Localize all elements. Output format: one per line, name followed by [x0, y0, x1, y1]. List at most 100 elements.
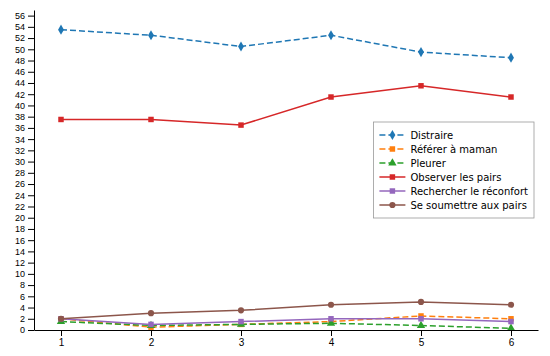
y-tick-label: 30 — [15, 157, 25, 167]
series-point — [58, 117, 63, 122]
y-tick-label: 6 — [20, 292, 25, 302]
legend-label: Observer les pairs — [410, 172, 501, 183]
y-tick-mark — [28, 195, 34, 196]
y-tick-label: 24 — [15, 191, 25, 201]
y-tick-mark — [28, 83, 34, 84]
x-tick: 4 — [329, 330, 335, 348]
x-tick-mark — [151, 330, 152, 336]
y-tick: 34 — [15, 135, 34, 145]
series-point — [328, 30, 334, 40]
x-tick: 1 — [59, 330, 65, 348]
y-tick-label: 18 — [15, 224, 25, 234]
series-point — [58, 316, 63, 321]
y-tick: 46 — [15, 67, 34, 77]
y-tick: 54 — [15, 22, 34, 32]
x-tick-mark — [241, 330, 242, 336]
y-tick: 30 — [15, 157, 34, 167]
plot: 1234560246810121416182022242628303234363… — [15, 11, 539, 349]
y-tick-label: 32 — [15, 146, 25, 156]
legend-marker — [389, 202, 395, 208]
y-tick-label: 54 — [15, 22, 25, 32]
y-tick: 26 — [15, 179, 34, 189]
series-point — [148, 117, 153, 122]
y-tick: 24 — [15, 191, 34, 201]
y-tick-mark — [28, 296, 34, 297]
x-tick-label: 6 — [509, 337, 515, 348]
y-tick-label: 48 — [15, 56, 25, 66]
y-tick-label: 44 — [15, 78, 25, 88]
y-tick: 28 — [15, 168, 34, 178]
y-tick-label: 36 — [15, 123, 25, 133]
y-tick-label: 0 — [20, 325, 25, 335]
y-tick-label: 8 — [20, 280, 25, 290]
y-tick-label: 28 — [15, 168, 25, 178]
y-tick-mark — [28, 139, 34, 140]
series-point — [58, 316, 63, 321]
y-tick-mark — [28, 61, 34, 62]
series-point — [148, 322, 153, 327]
series-point — [58, 316, 64, 322]
series-group — [57, 25, 515, 330]
series-line — [61, 302, 511, 319]
legend-label: Rechercher le réconfort — [410, 186, 528, 197]
series-point — [508, 319, 513, 324]
y-tick: 14 — [15, 247, 34, 257]
y-tick-mark — [28, 27, 34, 28]
y-tick-label: 22 — [15, 202, 25, 212]
y-tick-mark — [28, 319, 34, 320]
series-point — [238, 307, 244, 313]
y-tick-label: 46 — [15, 67, 25, 77]
x-tick-label: 1 — [59, 337, 65, 348]
y-tick: 6 — [20, 292, 34, 302]
series-point — [418, 47, 424, 57]
x-tick-mark — [511, 330, 512, 336]
y-tick: 50 — [15, 45, 34, 55]
legend-marker — [390, 146, 395, 151]
series-point — [237, 320, 245, 327]
y-tick-mark — [28, 150, 34, 151]
x-axis-line — [35, 330, 539, 331]
y-tick: 20 — [15, 213, 34, 223]
x-tick-mark — [331, 330, 332, 336]
series-point — [238, 41, 244, 51]
y-tick: 2 — [20, 314, 34, 324]
y-tick-label: 12 — [15, 258, 25, 268]
y-tick-mark — [28, 72, 34, 73]
legend-entry: Distraire — [379, 130, 453, 141]
y-tick-mark — [28, 117, 34, 118]
y-tick-mark — [28, 94, 34, 95]
y-tick: 52 — [15, 33, 34, 43]
series-point — [418, 83, 423, 88]
y-tick-mark — [28, 173, 34, 174]
chart: 1234560246810121416182022242628303234363… — [0, 0, 550, 356]
legend: Distraire Référer à maman Pleurer Observer … — [373, 122, 534, 218]
legend-label: Référer à maman — [410, 144, 497, 155]
x-tick: 6 — [509, 330, 515, 348]
legend-entry: Observer les pairs — [379, 172, 501, 183]
y-tick-label: 4 — [20, 303, 25, 313]
series-point — [148, 310, 154, 316]
y-tick: 32 — [15, 146, 34, 156]
series-point — [238, 122, 243, 127]
y-tick: 4 — [20, 303, 34, 313]
x-tick-label: 4 — [329, 337, 335, 348]
y-tick-mark — [28, 128, 34, 129]
y-tick: 38 — [15, 112, 34, 122]
y-tick-mark — [28, 251, 34, 252]
y-tick-label: 2 — [20, 314, 25, 324]
y-tick-label: 16 — [15, 236, 25, 246]
series-point — [328, 94, 333, 99]
y-tick: 42 — [15, 90, 34, 100]
y-tick: 16 — [15, 236, 34, 246]
y-tick-mark — [28, 274, 34, 275]
series-point — [508, 302, 514, 308]
y-tick: 48 — [15, 56, 34, 66]
legend-label: Se soumettre aux pairs — [410, 200, 526, 211]
y-tick: 8 — [20, 280, 34, 290]
y-tick: 36 — [15, 123, 34, 133]
y-tick-mark — [28, 16, 34, 17]
legend-marker — [390, 174, 395, 179]
series-point — [418, 316, 423, 321]
series-point — [328, 316, 333, 321]
legend-entry: Pleurer — [379, 158, 446, 169]
